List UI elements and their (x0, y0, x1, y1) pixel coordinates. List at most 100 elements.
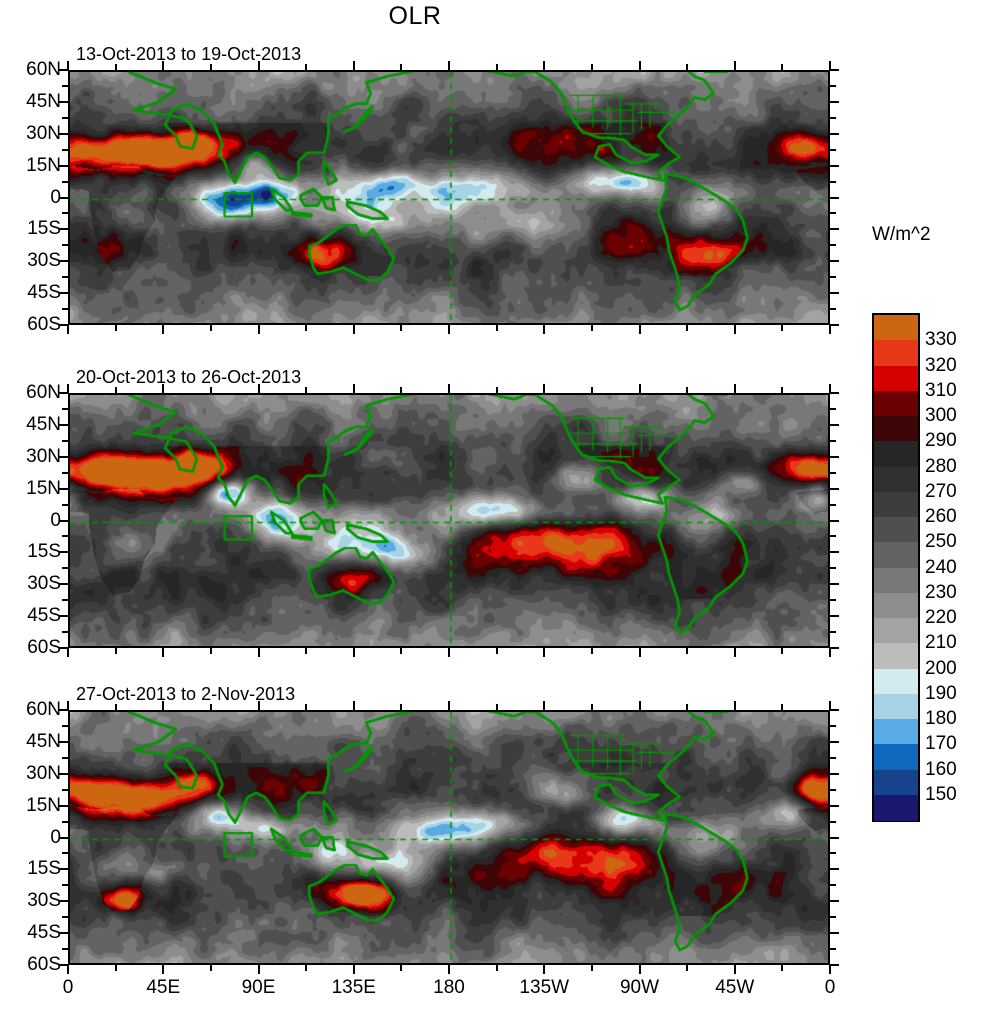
lon-tick-minor (781, 387, 784, 393)
lon-tick-minor (686, 387, 689, 393)
colorbar-label: 220 (925, 607, 957, 628)
lat-tick (830, 804, 839, 807)
lat-label: 30S (27, 890, 61, 912)
lon-tick-minor (686, 64, 689, 70)
lon-tick-minor (400, 325, 403, 331)
lon-tick-minor (114, 648, 117, 654)
lat-tick-minor (830, 535, 836, 538)
lon-tick (67, 648, 69, 657)
lon-tick-minor (400, 704, 403, 710)
panel-title-3: 27-Oct-2013 to 2-Nov-2013 (76, 684, 296, 704)
lat-tick-minor (830, 599, 836, 602)
lon-tick-minor (495, 965, 498, 971)
lat-tick (59, 583, 68, 586)
lat-tick-minor (830, 84, 836, 87)
map-canvas-1[interactable] (68, 70, 830, 325)
lat-tick (830, 392, 839, 394)
lat-tick-minor (830, 948, 836, 951)
lat-tick (830, 455, 839, 458)
lat-tick (830, 164, 839, 167)
lon-tick (448, 965, 450, 974)
lon-label: 45W (715, 977, 755, 998)
lat-tick-minor (62, 471, 68, 474)
colorbar-band (874, 340, 918, 367)
lat-label: 15S (27, 858, 61, 880)
lon-tick-minor (686, 704, 689, 710)
lat-tick-minor (62, 180, 68, 183)
lat-tick-minor (830, 212, 836, 215)
colorbar-label: 240 (925, 556, 957, 578)
lon-tick (543, 384, 546, 393)
colorbar-label: 270 (925, 480, 957, 502)
lon-tick-minor (495, 325, 498, 331)
colorbar-label: 190 (925, 682, 957, 704)
lat-label: 45N (26, 730, 61, 752)
lat-tick-minor (830, 439, 836, 442)
lat-tick (830, 100, 839, 103)
lat-label: 15S (27, 218, 61, 240)
lat-label: 45N (26, 90, 61, 112)
lat-tick-minor (830, 116, 836, 119)
lat-label: 60N (26, 699, 61, 720)
lat-label: 45S (27, 282, 61, 304)
lat-tick (59, 455, 68, 458)
colorbar-band (874, 416, 918, 442)
olr-field-3 (70, 712, 828, 963)
lat-tick (59, 423, 68, 426)
figure-title: OLR (388, 2, 442, 30)
lat-label: 45S (27, 605, 61, 627)
lon-tick (448, 325, 450, 334)
lat-tick (59, 647, 68, 649)
lat-tick-minor (62, 244, 68, 247)
colorbar-band (874, 441, 918, 468)
olr-field-1 (70, 72, 828, 323)
lon-tick (162, 701, 165, 710)
lon-tick-minor (495, 704, 498, 710)
lat-label: 60N (26, 382, 61, 403)
colorbar-label: 300 (925, 405, 957, 426)
lat-tick-minor (830, 503, 836, 506)
lon-tick (638, 384, 641, 393)
lat-tick-minor (830, 180, 836, 183)
lon-tick-minor (114, 965, 117, 971)
lon-tick (733, 325, 736, 334)
colorbar-band (874, 365, 918, 392)
lon-tick (638, 965, 641, 974)
lon-tick (829, 384, 831, 393)
lat-label: 15N (26, 794, 61, 816)
lat-tick (59, 100, 68, 103)
lat-label: 60S (27, 314, 61, 335)
lon-tick (829, 965, 831, 974)
lon-tick-minor (305, 64, 308, 70)
lat-tick (830, 292, 839, 295)
lon-label: 45E (146, 977, 181, 998)
lon-tick-minor (305, 648, 308, 654)
lon-tick (638, 648, 641, 657)
lat-tick-minor (830, 148, 836, 151)
map-panel-2: 20-Oct-2013 to 26-Oct-2013 60N 45N 30N 15N 0… (26, 367, 839, 658)
lon-tick-minor (114, 387, 117, 393)
olr-field-2 (70, 395, 828, 646)
lon-tick-minor (495, 648, 498, 654)
lat-label: 45N (26, 413, 61, 435)
lat-tick (59, 487, 68, 490)
map-canvas-3[interactable] (68, 710, 830, 965)
lon-tick (829, 701, 831, 710)
lon-tick (733, 61, 736, 70)
colorbar-band (874, 744, 918, 771)
lon-tick-minor (400, 648, 403, 654)
lat-tick-minor (62, 567, 68, 570)
lon-tick (257, 648, 260, 657)
lat-tick (59, 164, 68, 167)
lat-tick-minor (830, 788, 836, 791)
lon-tick-minor (781, 64, 784, 70)
lon-tick-minor (400, 64, 403, 70)
panel-title-2: 20-Oct-2013 to 26-Oct-2013 (76, 367, 302, 387)
lat-tick (59, 519, 68, 522)
lon-tick-minor (209, 325, 212, 331)
lon-tick (448, 701, 450, 710)
map-canvas-2[interactable] (68, 393, 830, 648)
lat-tick-minor (62, 148, 68, 151)
lon-tick (638, 325, 641, 334)
lat-tick-minor (62, 884, 68, 887)
